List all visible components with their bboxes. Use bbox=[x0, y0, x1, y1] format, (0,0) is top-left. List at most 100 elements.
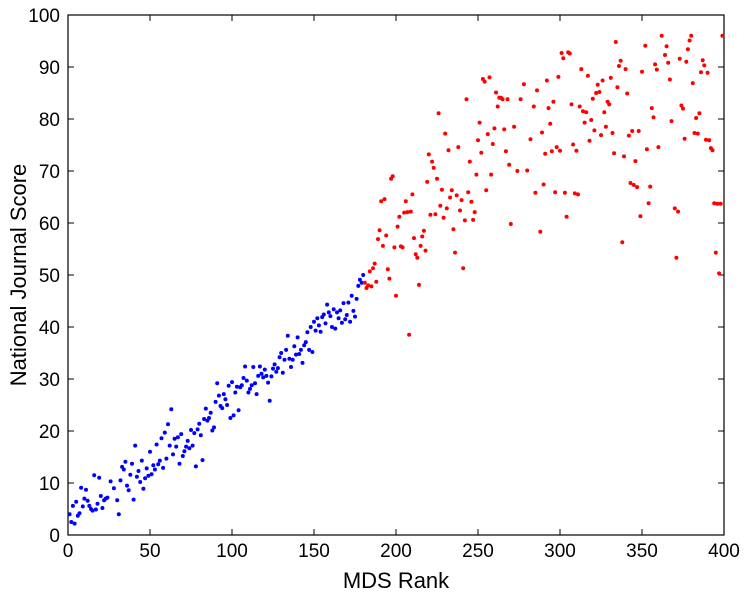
data-point-series-0 bbox=[152, 467, 157, 472]
data-point-series-0 bbox=[159, 436, 164, 441]
data-point-series-0 bbox=[257, 364, 262, 369]
data-point-series-1 bbox=[574, 148, 579, 153]
data-point-series-1 bbox=[564, 214, 569, 219]
data-point-series-1 bbox=[648, 184, 653, 189]
data-point-series-1 bbox=[466, 190, 471, 195]
data-point-series-0 bbox=[154, 442, 159, 447]
data-point-series-1 bbox=[374, 279, 379, 284]
data-point-series-1 bbox=[402, 210, 407, 215]
data-point-series-0 bbox=[290, 357, 295, 362]
data-point-series-1 bbox=[376, 237, 380, 242]
data-point-series-1 bbox=[630, 129, 635, 133]
data-point-series-0 bbox=[187, 446, 192, 451]
data-point-series-1 bbox=[485, 132, 490, 137]
data-point-series-0 bbox=[261, 375, 266, 380]
data-point-series-0 bbox=[97, 475, 102, 480]
data-point-series-1 bbox=[667, 77, 672, 82]
data-point-series-0 bbox=[141, 486, 146, 491]
data-point-series-1 bbox=[456, 145, 461, 150]
data-point-series-1 bbox=[679, 103, 684, 108]
data-point-series-1 bbox=[369, 284, 374, 289]
data-point-series-0 bbox=[267, 398, 272, 403]
data-point-series-0 bbox=[318, 329, 323, 334]
data-point-series-0 bbox=[164, 456, 169, 461]
data-point-series-1 bbox=[635, 185, 640, 190]
data-point-series-0 bbox=[266, 380, 271, 385]
data-point-series-0 bbox=[128, 472, 133, 477]
data-point-series-1 bbox=[494, 90, 498, 95]
data-point-series-1 bbox=[472, 210, 477, 215]
data-point-series-1 bbox=[587, 138, 592, 143]
data-point-series-0 bbox=[171, 452, 175, 457]
data-point-series-0 bbox=[207, 416, 211, 420]
data-point-series-0 bbox=[259, 371, 264, 376]
data-point-series-0 bbox=[275, 366, 280, 371]
data-point-series-1 bbox=[425, 179, 430, 184]
data-point-series-0 bbox=[357, 277, 362, 282]
data-point-series-1 bbox=[371, 266, 375, 271]
data-point-series-0 bbox=[100, 506, 105, 510]
y-tick-label: 0 bbox=[49, 526, 60, 547]
y-tick-label: 20 bbox=[39, 422, 60, 443]
data-point-series-1 bbox=[613, 40, 618, 44]
data-point-series-0 bbox=[192, 431, 197, 436]
data-point-series-1 bbox=[412, 236, 416, 241]
data-point-series-0 bbox=[343, 317, 348, 322]
data-point-series-1 bbox=[549, 149, 554, 154]
data-point-series-1 bbox=[531, 104, 536, 109]
data-point-series-1 bbox=[533, 190, 538, 195]
data-point-series-1 bbox=[640, 69, 644, 74]
data-point-series-0 bbox=[221, 392, 226, 397]
data-point-series-1 bbox=[718, 201, 723, 206]
data-point-series-0 bbox=[130, 461, 134, 466]
data-point-series-1 bbox=[559, 51, 564, 55]
data-point-series-1 bbox=[558, 148, 562, 153]
data-point-series-0 bbox=[203, 406, 208, 411]
data-point-series-0 bbox=[215, 381, 220, 386]
data-point-series-0 bbox=[344, 313, 349, 317]
data-point-series-1 bbox=[704, 137, 708, 142]
data-point-series-1 bbox=[462, 218, 467, 223]
data-point-series-0 bbox=[87, 503, 92, 508]
data-point-series-1 bbox=[600, 78, 605, 83]
data-point-series-1 bbox=[664, 44, 669, 49]
data-point-series-1 bbox=[413, 252, 418, 257]
data-point-series-1 bbox=[435, 176, 439, 181]
data-point-series-1 bbox=[603, 124, 608, 129]
y-axis-title: National Journal Score bbox=[6, 164, 31, 387]
data-point-series-1 bbox=[585, 73, 590, 78]
data-point-series-1 bbox=[395, 224, 400, 229]
data-point-series-1 bbox=[690, 81, 695, 86]
data-point-series-1 bbox=[538, 229, 543, 234]
data-point-series-1 bbox=[436, 111, 441, 116]
data-point-series-0 bbox=[316, 323, 321, 328]
data-point-series-1 bbox=[567, 51, 572, 56]
data-point-series-0 bbox=[98, 494, 103, 498]
data-point-series-1 bbox=[628, 181, 633, 185]
data-point-series-0 bbox=[69, 520, 74, 524]
data-point-series-0 bbox=[90, 508, 95, 513]
data-point-series-1 bbox=[692, 131, 697, 135]
data-point-series-1 bbox=[420, 234, 425, 239]
data-point-series-1 bbox=[713, 250, 718, 255]
data-point-series-0 bbox=[121, 467, 126, 472]
data-point-series-0 bbox=[236, 408, 241, 413]
data-point-series-0 bbox=[70, 503, 75, 508]
data-point-series-0 bbox=[302, 343, 307, 348]
data-point-series-1 bbox=[551, 99, 556, 104]
data-point-series-0 bbox=[125, 483, 129, 488]
data-point-series-1 bbox=[476, 138, 480, 143]
data-point-series-1 bbox=[535, 88, 539, 93]
data-point-series-1 bbox=[431, 165, 436, 170]
data-point-series-0 bbox=[151, 463, 156, 468]
data-point-series-1 bbox=[681, 106, 685, 111]
data-point-series-1 bbox=[438, 203, 443, 208]
data-point-series-1 bbox=[644, 147, 649, 152]
data-point-series-0 bbox=[77, 511, 82, 516]
data-point-series-1 bbox=[554, 145, 559, 150]
x-tick-label: 400 bbox=[708, 541, 740, 562]
data-point-series-1 bbox=[495, 104, 500, 109]
data-point-series-0 bbox=[72, 521, 77, 526]
